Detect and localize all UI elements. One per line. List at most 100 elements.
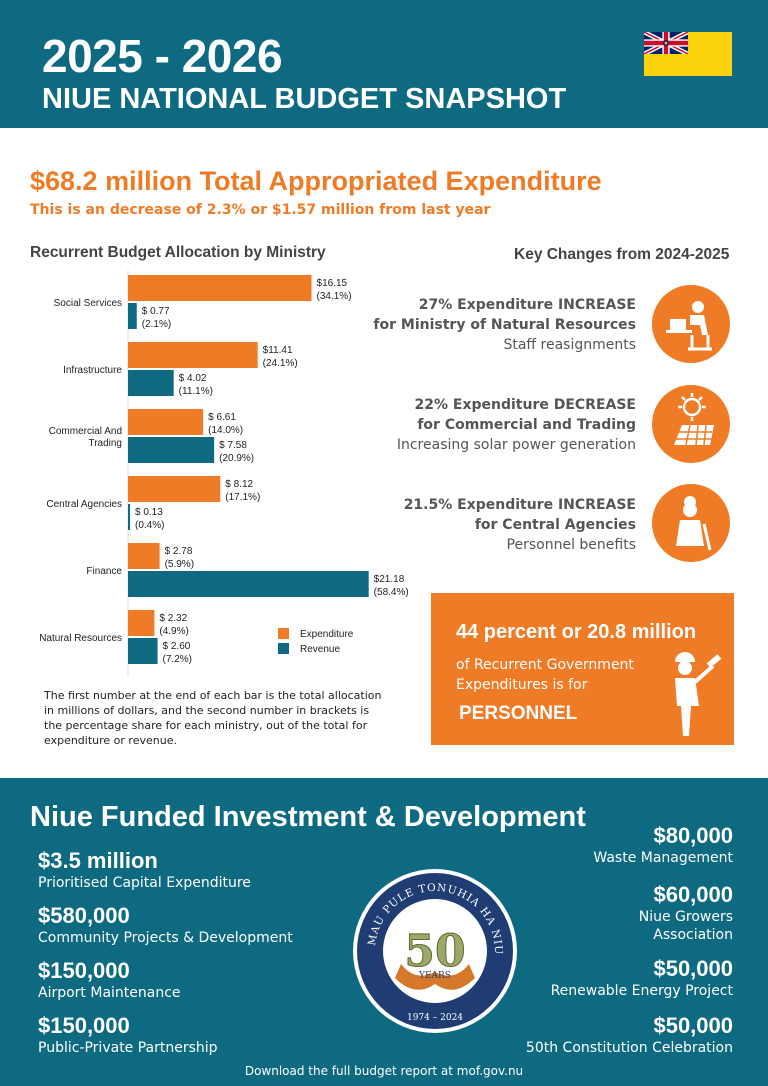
- personnel-headline: 44 percent or 20.8 million: [456, 621, 697, 643]
- investment-label: Community Projects & Development: [38, 930, 293, 946]
- union-jack-icon: ★: [644, 32, 688, 54]
- bar-percent-label: (5.9%): [165, 559, 194, 570]
- investment-amount: $80,000: [653, 823, 733, 848]
- bar-expenditure: [128, 610, 155, 636]
- seal-years: YEARS: [418, 971, 451, 981]
- category-label: Finance: [86, 566, 122, 577]
- key-change-ministry: for Central Agencies: [474, 517, 636, 533]
- bar-percent-label: (20.9%): [219, 453, 254, 464]
- bar-percent-label: (17.1%): [225, 492, 260, 503]
- bar-percent-label: (11.1%): [179, 386, 213, 397]
- bar-percent-label: (14.0%): [208, 425, 243, 436]
- investment-label: Waste Management: [593, 850, 733, 866]
- category-label: Social Services: [54, 298, 122, 309]
- page-subtitle: NIUE NATIONAL BUDGET SNAPSHOT: [42, 83, 567, 115]
- investment-amount: $50,000: [653, 956, 733, 981]
- category-label: Infrastructure: [63, 365, 122, 376]
- bar-value-label: $ 2.60: [163, 641, 191, 652]
- investment-item-renewable: $50,000 Renewable Energy Project: [473, 956, 733, 1000]
- legend-swatch: [278, 628, 289, 639]
- investment-item-waste: $80,000 Waste Management: [473, 823, 733, 867]
- category-label: Commercial And: [49, 426, 122, 437]
- bar-value-label: $ 0.77: [142, 306, 170, 317]
- legend-label: Revenue: [300, 644, 340, 655]
- investment-item-ppp: $150,000 Public-Private Partnership: [38, 1013, 218, 1057]
- chart-note: The first number at the end of each bar …: [44, 689, 382, 747]
- total-expenditure-headline: $68.2 million Total Appropriated Expendi…: [30, 166, 602, 196]
- key-change-ministry: for Ministry of Natural Resources: [373, 317, 636, 333]
- investment-item-community: $580,000 Community Projects & Developmen…: [38, 903, 293, 947]
- category-label: Central Agencies: [46, 499, 122, 510]
- key-change-natural-resources: 27% Expenditure INCREASE for Ministry of…: [296, 295, 636, 355]
- key-change-central-agencies: 21.5% Expenditure INCREASE for Central A…: [296, 495, 636, 555]
- investment-label: Renewable Energy Project: [550, 983, 733, 999]
- bar-percent-label: (0.4%): [135, 520, 164, 531]
- investment-title: Niue Funded Investment & Development: [30, 801, 586, 833]
- budget-allocation-chart: Social Services $16.15 (34.1%) $ 0.77 (2.1%)…: [39, 270, 408, 677]
- bar-expenditure: [128, 476, 221, 502]
- personnel-emphasis: PERSONNEL: [459, 703, 578, 724]
- bar-percent-label: (58.4%): [374, 587, 408, 598]
- bar-value-label: $ 4.02: [179, 373, 207, 384]
- bar-expenditure: [128, 409, 204, 435]
- seal-dates: 1974 – 2024: [407, 1013, 463, 1023]
- niue-flag-icon: ★: [644, 32, 732, 76]
- bar-value-label: $11.41: [263, 345, 293, 356]
- bar-expenditure: [128, 275, 312, 301]
- bar-revenue: [128, 370, 174, 396]
- bar-value-label: $ 8.12: [225, 479, 253, 490]
- bar-expenditure: [128, 543, 160, 569]
- legend-label: Expenditure: [300, 629, 354, 640]
- investment-label: Niue Growers Association: [638, 909, 733, 943]
- investment-label: Public-Private Partnership: [38, 1040, 218, 1056]
- category-label: Natural Resources: [39, 633, 122, 644]
- key-changes-title: Key Changes from 2024-2025: [514, 246, 730, 263]
- bar-percent-label: (24.1%): [263, 358, 298, 369]
- investment-amount: $50,000: [653, 1013, 733, 1038]
- legend-swatch: [278, 643, 289, 654]
- bar-value-label: $ 7.58: [219, 440, 247, 451]
- bar-value-label: $ 2.32: [159, 613, 187, 624]
- bar-revenue: [128, 638, 158, 664]
- key-change-headline: 22% Expenditure DECREASE: [414, 397, 637, 413]
- investment-item-constitution: $50,000 50th Constitution Celebration: [473, 1013, 733, 1057]
- bar-revenue: [128, 571, 369, 597]
- investment-amount: $150,000: [38, 1013, 130, 1038]
- svg-text:★: ★: [663, 40, 668, 47]
- investment-label: Airport Maintenance: [38, 985, 181, 1001]
- bar-percent-label: (7.2%): [163, 654, 192, 665]
- key-change-commercial: 22% Expenditure DECREASE for Commercial …: [296, 395, 636, 455]
- bar-value-label: $ 2.78: [165, 546, 193, 557]
- personnel-callout: 44 percent or 20.8 million of Recurrent …: [431, 593, 734, 745]
- investment-label: Prioritised Capital Expenditure: [38, 875, 251, 891]
- bar-value-label: $ 6.61: [208, 412, 236, 423]
- key-change-reason: Increasing solar power generation: [396, 437, 636, 453]
- bar-value-label: $16.15: [317, 278, 348, 289]
- solar-panel-icon: [652, 385, 730, 463]
- category-label: Trading: [88, 438, 122, 449]
- bar-percent-label: (2.1%): [142, 319, 171, 330]
- investment-amount: $150,000: [38, 958, 130, 983]
- bar-percent-label: (4.9%): [159, 626, 188, 637]
- personnel-text: of Recurrent Government Expenditures is …: [456, 657, 634, 693]
- investment-amount: $3.5 million: [38, 848, 158, 873]
- person-at-laptop-icon: [652, 285, 730, 363]
- investment-item-growers: $60,000 Niue Growers Association: [583, 882, 733, 944]
- investment-item-airport: $150,000 Airport Maintenance: [38, 958, 181, 1002]
- investment-label: 50th Constitution Celebration: [525, 1040, 733, 1056]
- bar-value-label: $ 0.13: [135, 507, 163, 518]
- bar-revenue: [128, 504, 130, 530]
- investment-item-capital: $3.5 million Prioritised Capital Expendi…: [38, 848, 251, 892]
- key-change-reason: Staff reasignments: [503, 337, 636, 353]
- download-link[interactable]: Download the full budget report at mof.g…: [244, 1064, 524, 1078]
- key-change-reason: Personnel benefits: [506, 537, 636, 553]
- investment-amount: $580,000: [38, 903, 130, 928]
- investment-amount: $60,000: [653, 882, 733, 907]
- bar-percent-label: (34.1%): [317, 291, 352, 302]
- key-change-headline: 21.5% Expenditure INCREASE: [403, 497, 636, 513]
- worker-with-hammer-icon: [675, 652, 722, 736]
- key-change-headline: 27% Expenditure INCREASE: [418, 297, 636, 313]
- constitution-50-seal-icon: TUMAU PULE TONUHIA HA NIUE 50 YEARS 1974…: [350, 866, 517, 1033]
- elderly-person-icon: [652, 484, 730, 562]
- key-change-ministry: for Commercial and Trading: [417, 417, 636, 433]
